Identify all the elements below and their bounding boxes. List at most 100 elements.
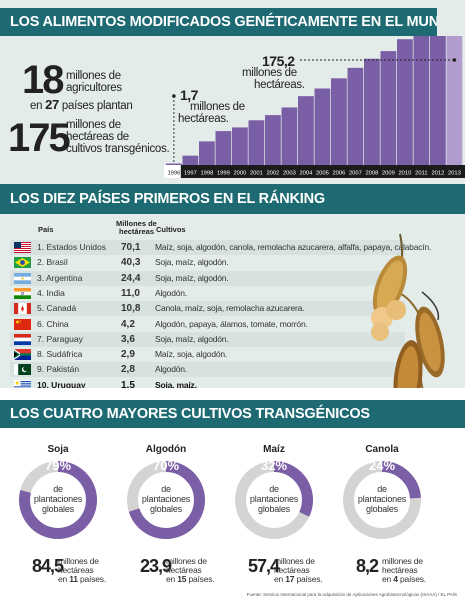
country-crops: Maíz, soja, algodón. [155, 349, 228, 360]
year-label-1996: 1996 [167, 171, 180, 177]
header-hectares-2: hectáreas [119, 227, 155, 236]
country-crops: Soja, maíz, algodón. [155, 257, 229, 268]
country-crops: Soja, maíz, algodón. [155, 333, 229, 344]
paraguay-flag [14, 333, 31, 345]
crop-donut [127, 461, 205, 539]
crops-title: LOS CUATRO MAYORES CULTIVOS TRANSGÉNICOS [0, 400, 465, 428]
crop-hectares: 8,2 [356, 556, 379, 576]
country-hectares: 40,3 [121, 257, 141, 269]
crop-countries: en 11 países. [58, 574, 106, 585]
bar-2002 [265, 115, 281, 165]
crop-unit-2: hectáreas [58, 565, 94, 575]
table-row: 10. Uruguay 1,5 Soja, maíz. [10, 378, 405, 393]
hectares-text-3: cultivos transgénicos. [66, 143, 170, 155]
year-label-2007: 2007 [349, 171, 362, 177]
header-hectares-1: Millones de [116, 219, 157, 228]
table-row: 3. Argentina 24,4 Soja, maíz, algodón. [10, 270, 405, 286]
year-label-2006: 2006 [332, 171, 345, 177]
year-label-2003: 2003 [283, 171, 296, 177]
country-hectares: 3,6 [121, 333, 135, 345]
crop-countries-label: países. [296, 574, 323, 584]
bar-2008 [364, 58, 380, 165]
donut-text-2: plantaciones [357, 494, 407, 504]
year-label-1999: 1999 [217, 171, 230, 177]
country-name: 7. Paraguay [37, 333, 83, 344]
country-name: 4. India [37, 287, 65, 298]
hectares-bar-chart: 1997 1998 1999 2000 2001 2002 2003 2004 2005 2006… [164, 16, 465, 178]
country-name: 2. Brasil [37, 257, 68, 268]
farmers-text-1: millones de [66, 70, 121, 82]
donut-text-3: globales [42, 504, 74, 514]
bar-2003 [281, 107, 298, 165]
crop-name: Algodón [145, 444, 187, 455]
table-row: 1. Estados Unidos 70,1 Maíz, soja, algodón… [10, 240, 431, 255]
donut-share [127, 461, 205, 539]
bar-2013 [446, 16, 463, 165]
country-hectares: 10,8 [121, 303, 141, 315]
country-name: 1. Estados Unidos [37, 242, 106, 252]
donut-text-1: de [53, 484, 63, 494]
crop-countries-number: 11 [69, 574, 78, 584]
country-hectares: 1,5 [121, 379, 135, 391]
country-name: 10. Uruguay [37, 379, 86, 390]
donut-text-1: de [377, 484, 387, 494]
world-title: LOS ALIMENTOS MODIFICADOS GENÉTICAMENTE … [0, 8, 465, 36]
bar-2005 [314, 88, 331, 165]
start-leader-dot [172, 94, 176, 98]
donut-text-3: globales [150, 504, 182, 514]
bar-2011 [413, 29, 430, 165]
country-crops: Algodón. [155, 287, 187, 298]
table-row: 6. China 4,2 Algodón, papaya, álamos, toma… [10, 317, 405, 332]
crop-donut [343, 461, 421, 539]
crop-in: en [166, 574, 176, 584]
donut-text-2: plantaciones [249, 494, 299, 504]
header-country: País [38, 225, 54, 234]
donut-text-2: plantaciones [33, 494, 83, 504]
table-row: 4. India 11,0 Algodón. [10, 286, 405, 301]
bar-2000 [232, 127, 248, 165]
crop-percent: 79% [44, 458, 72, 473]
crop-percent: 32% [260, 458, 288, 473]
table-row: 7. Paraguay 3,6 Soja, maíz, algodón. [10, 331, 405, 347]
bar-2010 [397, 39, 413, 166]
donut-text-3: globales [258, 504, 290, 514]
crop-name: Canola [365, 444, 399, 455]
country-crops: Algodón. [155, 364, 187, 375]
bar-1997 [182, 155, 199, 165]
end-value: 175,2 [262, 53, 295, 69]
bar-2006 [331, 78, 347, 165]
crop-countries-label: países. [188, 574, 215, 584]
bar-2012 [430, 20, 446, 166]
crop-name: Maíz [263, 444, 285, 455]
crop-countries: en 15 países. [166, 574, 215, 585]
bar-1996 [166, 163, 182, 165]
bar-1999 [215, 131, 232, 165]
farmers-plant: países plantan [61, 100, 133, 112]
farmers-number: 18 [22, 58, 64, 102]
farmers-text-2: agricultores [66, 82, 122, 94]
end-unit-2: hectáreas. [254, 79, 305, 91]
country-name: 3. Argentina [37, 272, 83, 283]
crop-countries-label: países. [399, 574, 426, 584]
donut-share [235, 461, 313, 539]
crop-countries: en 4 países. [382, 574, 426, 585]
country-hectares: 2,9 [121, 349, 135, 361]
start-unit-1: millones de [190, 101, 245, 113]
hectares-text-2: hectáreas de [66, 131, 129, 143]
year-label-2010: 2010 [398, 171, 411, 177]
hectares-number: 175 [8, 116, 71, 160]
year-label-2011: 2011 [415, 171, 427, 177]
start-value: 1,7 [180, 87, 198, 103]
crop-countries-number: 4 [393, 574, 398, 584]
donut-share [19, 461, 97, 539]
donut-share [343, 461, 421, 539]
country-crops: Soja, maíz. [155, 379, 197, 390]
bar-2009 [380, 51, 397, 165]
year-label-2008: 2008 [365, 171, 378, 177]
country-hectares: 11,0 [121, 287, 140, 299]
ranking-title: LOS DIEZ PAÍSES PRIMEROS EN EL RÁNKING [0, 184, 465, 214]
country-name: 9. Pakistán [37, 364, 80, 375]
donut-text-3: globales [366, 504, 398, 514]
table-row: 8. Sudáfrica 2,9 Maíz, soja, algodón. [10, 347, 405, 362]
country-name: 5. Canadá [37, 303, 77, 314]
